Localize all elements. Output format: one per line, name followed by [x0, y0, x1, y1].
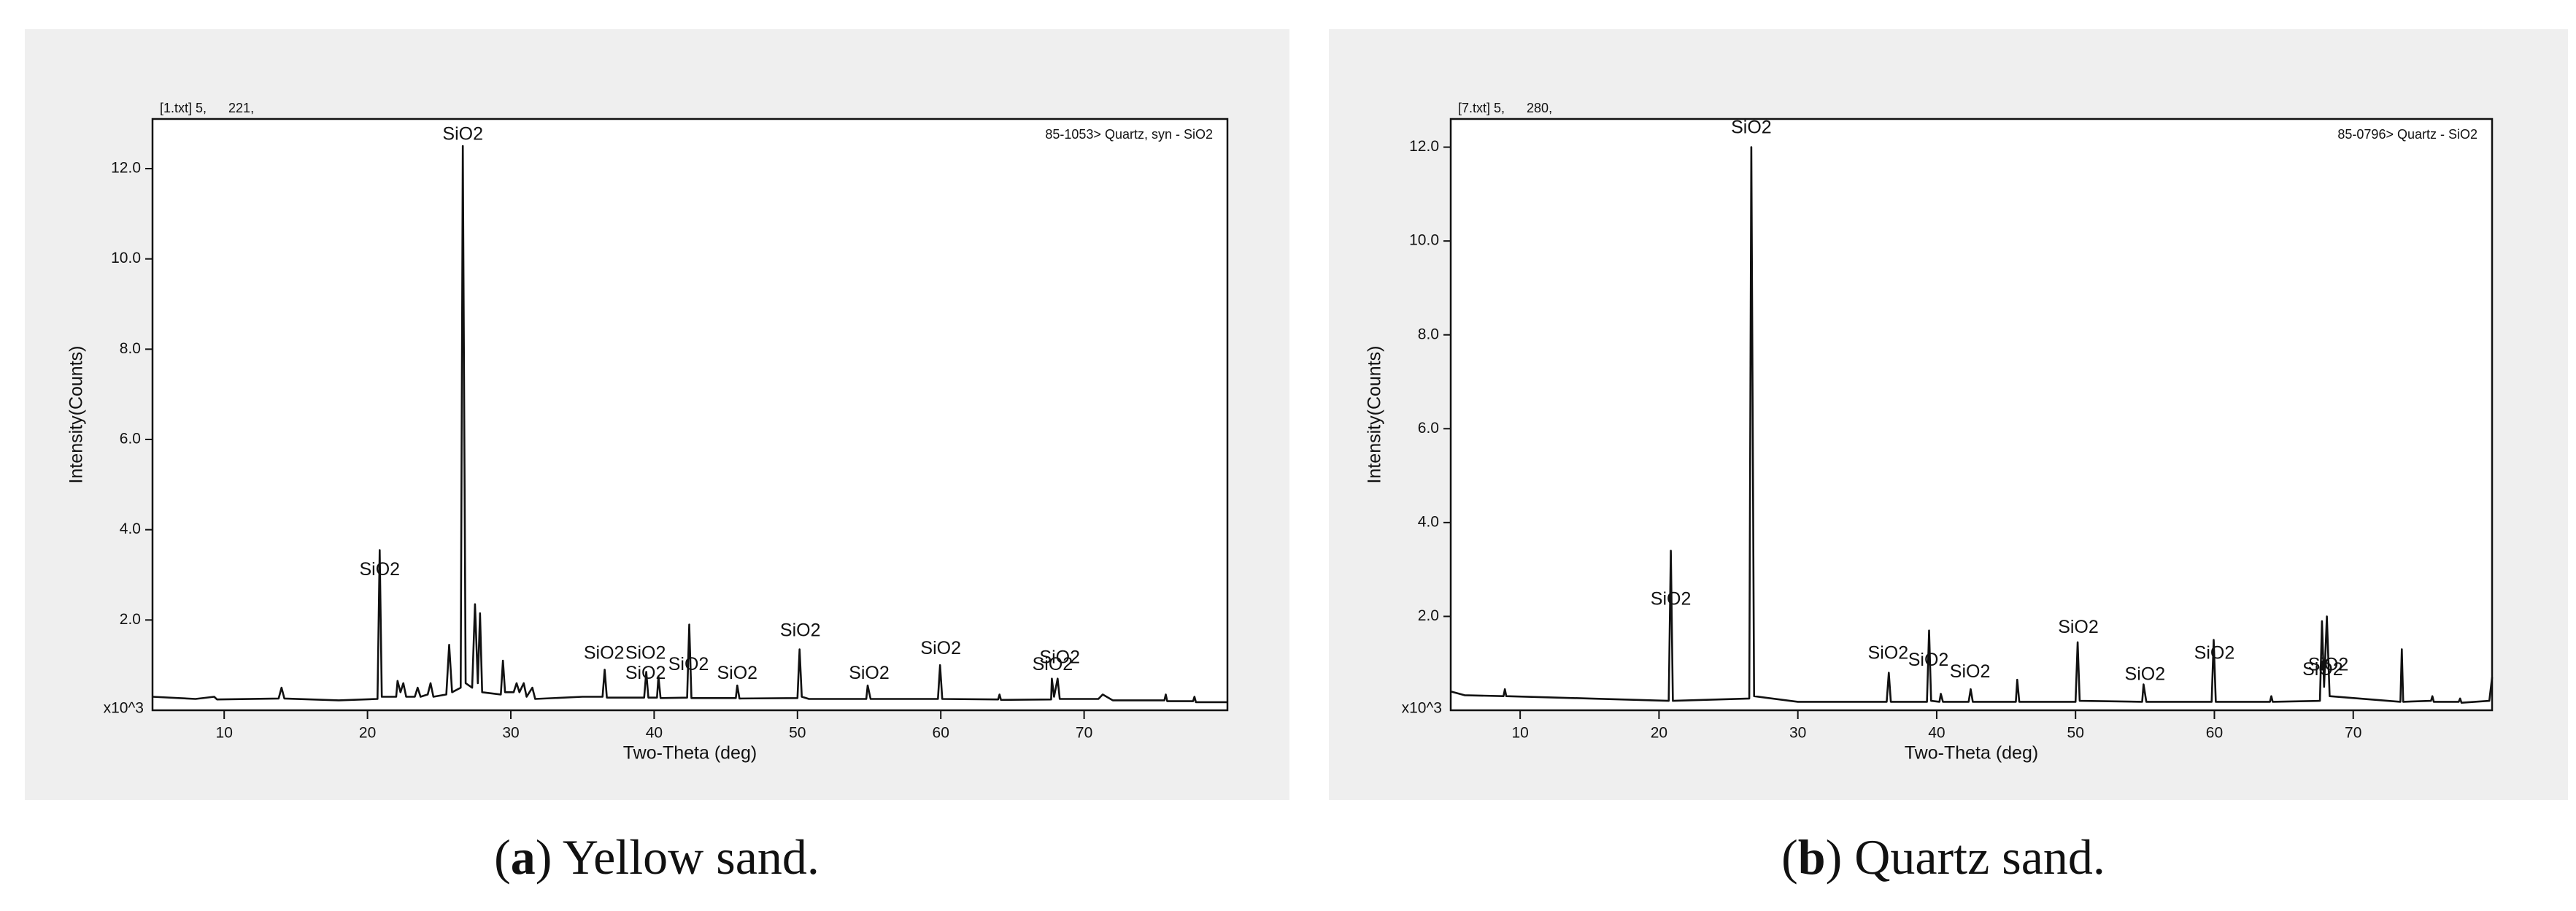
peak-annotation: SiO2: [1731, 117, 1772, 137]
x-tick-label: 70: [2345, 725, 2361, 742]
x-tick-label: 30: [502, 725, 519, 742]
peak-annotation: SiO2: [1950, 661, 1991, 682]
x-tick-label: 10: [216, 725, 233, 742]
peak-annotation: SiO2: [359, 559, 400, 580]
peak-annotation: SiO2: [584, 642, 625, 663]
peak-annotation: SiO2: [1908, 650, 1949, 670]
peak-annotation: SiO2: [1868, 642, 1909, 663]
x-tick-label: 20: [1651, 725, 1667, 742]
caption-part: (: [1781, 829, 1798, 885]
caption: (a) Yellow sand.: [494, 829, 820, 885]
reference-label: 85-0796> Quartz - SiO2: [2337, 127, 2477, 142]
caption-part: b: [1798, 829, 1826, 885]
peak-annotation: SiO2: [2194, 642, 2235, 663]
peak-annotation: SiO2: [2302, 659, 2343, 680]
peak-annotation: SiO2: [668, 654, 709, 674]
file-label: [7.txt] 5, 280,: [1458, 101, 1552, 115]
peak-annotation: SiO2: [780, 620, 821, 640]
x-tick-label: 50: [2067, 725, 2084, 742]
peak-annotation: SiO2: [717, 663, 758, 683]
plot-area: [1449, 118, 2494, 712]
y-tick-label: 6.0: [120, 431, 141, 447]
y-tick-label: 10.0: [1409, 232, 1439, 249]
y-unit-label: x10^3: [104, 700, 144, 717]
y-tick-label: 8.0: [1418, 326, 1439, 342]
x-tick-label: 60: [933, 725, 949, 742]
x-tick-label: 60: [2206, 725, 2223, 742]
caption-part: ) Quartz sand.: [1826, 829, 2105, 885]
y-tick-label: 2.0: [120, 611, 141, 628]
x-tick-label: 40: [1928, 725, 1945, 742]
x-axis-title: Two-Theta (deg): [1905, 743, 2038, 764]
caption-part: ) Yellow sand.: [536, 829, 820, 885]
y-unit-label: x10^3: [1402, 700, 1442, 717]
peak-annotation: SiO2: [625, 663, 666, 683]
x-tick-label: 20: [359, 725, 376, 742]
y-tick-label: 4.0: [1418, 513, 1439, 530]
y-tick-label: 12.0: [1409, 138, 1439, 155]
peak-annotation: SiO2: [442, 123, 483, 144]
file-label: [1.txt] 5, 221,: [160, 101, 254, 115]
y-tick-label: 12.0: [111, 160, 141, 177]
peak-annotation: SiO2: [2058, 617, 2099, 637]
y-tick-label: 10.0: [111, 250, 141, 266]
caption-part: a: [511, 829, 536, 885]
x-tick-label: 30: [1789, 725, 1806, 742]
plot-area: [151, 118, 1229, 712]
reference-label: 85-1053> Quartz, syn - SiO2: [1045, 127, 1213, 142]
y-axis-title: Intensity(Counts): [1365, 346, 1385, 484]
y-tick-label: 8.0: [120, 340, 141, 357]
peak-annotation: SiO2: [2125, 664, 2166, 684]
diffraction-line: [1450, 146, 2494, 704]
diffraction-line: [152, 145, 1227, 704]
caption-part: (: [494, 829, 511, 885]
peak-annotation: SiO2: [1651, 589, 1692, 610]
y-tick-label: 2.0: [1418, 607, 1439, 624]
x-tick-label: 50: [789, 725, 806, 742]
peak-annotation: SiO2: [1039, 647, 1080, 668]
y-tick-label: 6.0: [1418, 420, 1439, 437]
peak-annotation: SiO2: [849, 663, 890, 683]
caption: (b) Quartz sand.: [1781, 829, 2105, 885]
peak-annotation: SiO2: [1033, 654, 1073, 674]
peak-annotation: SiO2: [2308, 655, 2349, 675]
x-tick-label: 70: [1076, 725, 1092, 742]
x-tick-label: 10: [1511, 725, 1528, 742]
peak-annotation: SiO2: [920, 638, 961, 658]
peak-annotation: SiO2: [625, 642, 666, 663]
x-tick-label: 40: [646, 725, 663, 742]
y-tick-label: 4.0: [120, 520, 141, 537]
x-axis-title: Two-Theta (deg): [623, 743, 757, 764]
y-axis-title: Intensity(Counts): [66, 346, 87, 484]
